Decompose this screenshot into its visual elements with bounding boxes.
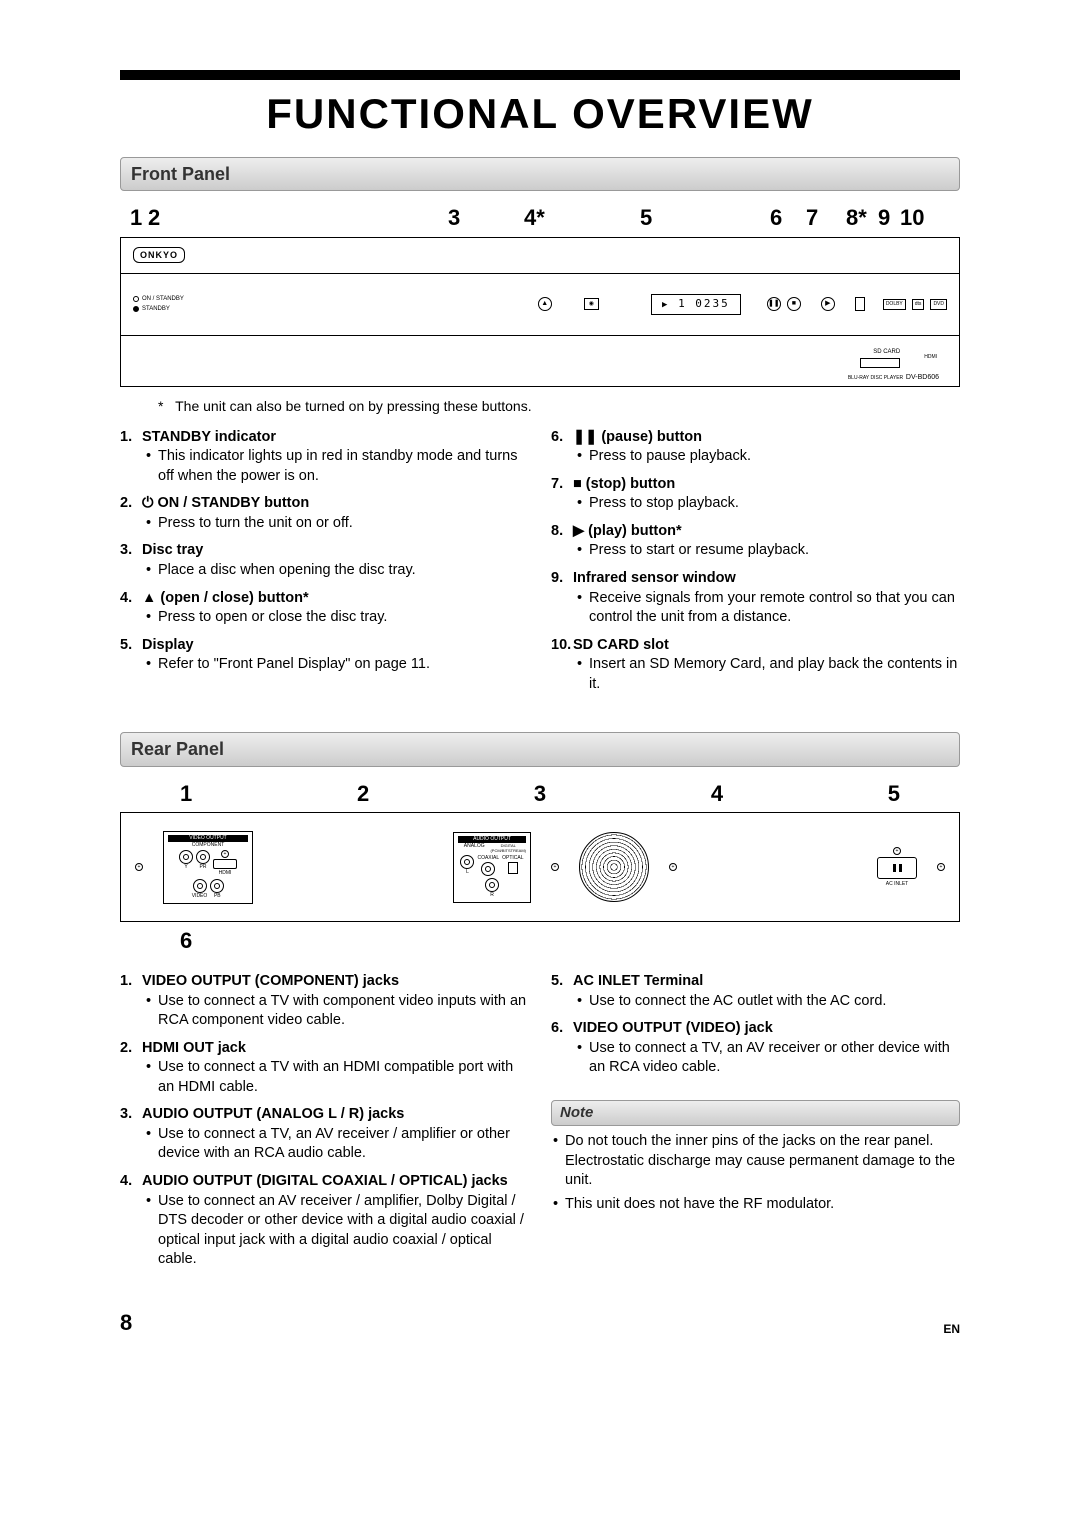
brand-logo: ONKYO — [133, 247, 185, 263]
rear-callouts-top: 1 2 3 4 5 — [120, 779, 960, 813]
front-panel-header: Front Panel — [120, 157, 960, 191]
front-footnote: * The unit can also be turned on by pres… — [158, 397, 960, 416]
definition-item: 7.■ (stop) buttonPress to stop playback. — [551, 475, 960, 514]
definition-item: 6.VIDEO OUTPUT (VIDEO) jackUse to connec… — [551, 1019, 960, 1078]
definition-item: 3.AUDIO OUTPUT (ANALOG L / R) jacksUse t… — [120, 1105, 529, 1164]
page-number: 8 — [120, 1308, 132, 1338]
stop-btn-icon: ■ — [787, 297, 801, 311]
note-item: This unit does not have the RF modulator… — [551, 1195, 960, 1215]
definition-item: 1.STANDBY indicatorThis indicator lights… — [120, 428, 529, 487]
definition-item: 3.Disc trayPlace a disc when opening the… — [120, 541, 529, 580]
title-bar — [120, 70, 960, 80]
rear-panel-diagram: + VIDEO OUTPUT COMPONENT Y PR +HDMI VIDE… — [120, 812, 960, 922]
rear-panel-header: Rear Panel — [120, 732, 960, 766]
definition-item: 1.VIDEO OUTPUT (COMPONENT) jacksUse to c… — [120, 972, 529, 1031]
front-callouts: 1 2 3 4* 5 6 7 8* 9 10 — [120, 203, 960, 237]
front-definitions: 1.STANDBY indicatorThis indicator lights… — [120, 428, 960, 703]
rear-callout-bottom: 6 — [120, 926, 960, 956]
play-btn-icon: ▶ — [821, 297, 835, 311]
definition-item: 8.▶ (play) button*Press to start or resu… — [551, 522, 960, 561]
definition-item: 10.SD CARD slotInsert an SD Memory Card,… — [551, 636, 960, 695]
rear-definitions: 1.VIDEO OUTPUT (COMPONENT) jacksUse to c… — [120, 972, 960, 1278]
definition-item: 4.▲ (open / close) button*Press to open … — [120, 589, 529, 628]
definition-item: 2.HDMI OUT jackUse to connect a TV with … — [120, 1039, 529, 1098]
page-title: FUNCTIONAL OVERVIEW — [120, 86, 960, 143]
definition-item: 4.AUDIO OUTPUT (DIGITAL COAXIAL / OPTICA… — [120, 1172, 529, 1270]
page-lang: EN — [943, 1321, 960, 1337]
definition-item: 6.❚❚ (pause) buttonPress to pause playba… — [551, 428, 960, 467]
page-footer: 8 EN — [120, 1308, 960, 1338]
note-item: Do not touch the inner pins of the jacks… — [551, 1132, 960, 1191]
eject-btn-icon: ▲ — [538, 297, 552, 311]
note-header: Note — [551, 1100, 960, 1126]
definition-item: 5.AC INLET TerminalUse to connect the AC… — [551, 972, 960, 1011]
definition-item: 5.DisplayRefer to "Front Panel Display" … — [120, 636, 529, 675]
front-panel-diagram: ONKYO ON / STANDBY STANDBY ▲ ◉ ▶ 1 0235 … — [120, 237, 960, 387]
pause-btn-icon: ❚❚ — [767, 297, 781, 311]
fan-icon — [579, 832, 649, 902]
definition-item: 2.⏻ ON / STANDBY buttonPress to turn the… — [120, 494, 529, 533]
front-display: ▶ 1 0235 — [651, 294, 741, 315]
definition-item: 9.Infrared sensor windowReceive signals … — [551, 569, 960, 628]
